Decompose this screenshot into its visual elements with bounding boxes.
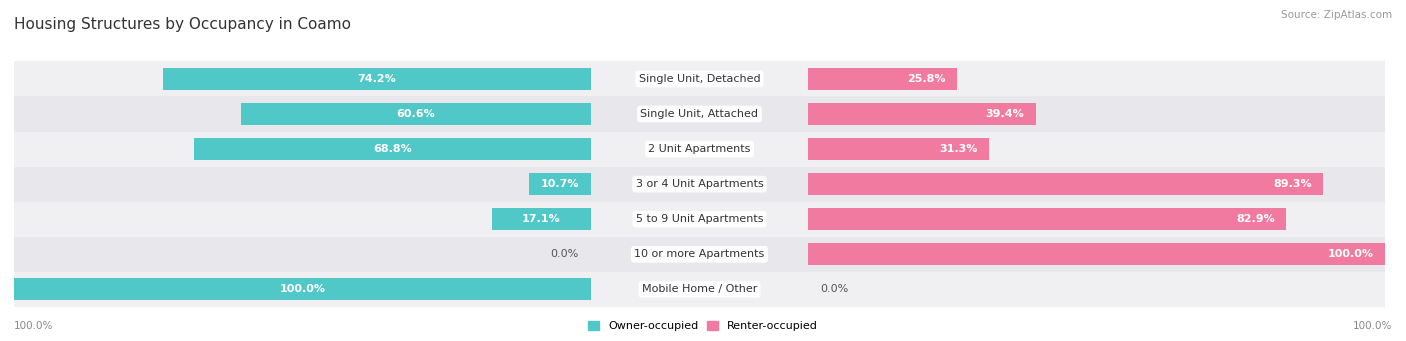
Bar [194, 138, 591, 160]
Bar [232, 132, 1385, 167]
Bar [14, 237, 1167, 272]
Text: 100.0%: 100.0% [280, 284, 325, 294]
Bar [232, 61, 1385, 97]
Text: Single Unit, Detached: Single Unit, Detached [638, 74, 761, 84]
Bar [163, 68, 591, 90]
Text: 100.0%: 100.0% [14, 321, 53, 330]
Text: 3 or 4 Unit Apartments: 3 or 4 Unit Apartments [636, 179, 763, 189]
Text: 82.9%: 82.9% [1236, 214, 1275, 224]
Bar [0, 167, 1406, 202]
Text: 39.4%: 39.4% [986, 109, 1024, 119]
Text: Mobile Home / Other: Mobile Home / Other [641, 284, 758, 294]
Bar [0, 237, 1406, 272]
Text: 74.2%: 74.2% [357, 74, 396, 84]
Bar [808, 173, 1323, 195]
Bar [808, 68, 957, 90]
Bar [232, 237, 1385, 272]
Bar [808, 208, 1286, 230]
Bar [14, 97, 1167, 132]
Text: Housing Structures by Occupancy in Coamo: Housing Structures by Occupancy in Coamo [14, 17, 352, 32]
Text: 31.3%: 31.3% [939, 144, 977, 154]
Text: Single Unit, Attached: Single Unit, Attached [641, 109, 758, 119]
Bar [14, 202, 1167, 237]
Bar [14, 132, 1167, 167]
Bar [808, 103, 1036, 125]
Bar [232, 202, 1385, 237]
Text: 100.0%: 100.0% [1353, 321, 1392, 330]
Text: 89.3%: 89.3% [1272, 179, 1312, 189]
Text: 17.1%: 17.1% [522, 214, 561, 224]
Bar [232, 97, 1385, 132]
Bar [232, 167, 1385, 202]
Text: 100.0%: 100.0% [1327, 249, 1374, 259]
Bar [14, 61, 1167, 97]
Bar [14, 272, 1167, 307]
Text: 68.8%: 68.8% [373, 144, 412, 154]
Text: 0.0%: 0.0% [820, 284, 848, 294]
Bar [0, 272, 1406, 307]
Bar [0, 202, 1406, 237]
Bar [0, 97, 1406, 132]
Legend: Owner-occupied, Renter-occupied: Owner-occupied, Renter-occupied [583, 316, 823, 336]
Bar [242, 103, 591, 125]
Text: 2 Unit Apartments: 2 Unit Apartments [648, 144, 751, 154]
Bar [14, 279, 591, 300]
Bar [0, 61, 1406, 97]
Text: 60.6%: 60.6% [396, 109, 436, 119]
Text: 0.0%: 0.0% [551, 249, 579, 259]
Text: 10.7%: 10.7% [540, 179, 579, 189]
Bar [0, 132, 1406, 167]
Bar [529, 173, 591, 195]
Bar [232, 272, 1385, 307]
Bar [808, 138, 988, 160]
Text: 25.8%: 25.8% [907, 74, 946, 84]
Bar [808, 243, 1385, 265]
Text: Source: ZipAtlas.com: Source: ZipAtlas.com [1281, 10, 1392, 20]
Bar [492, 208, 591, 230]
Bar [14, 167, 1167, 202]
Text: 5 to 9 Unit Apartments: 5 to 9 Unit Apartments [636, 214, 763, 224]
Text: 10 or more Apartments: 10 or more Apartments [634, 249, 765, 259]
